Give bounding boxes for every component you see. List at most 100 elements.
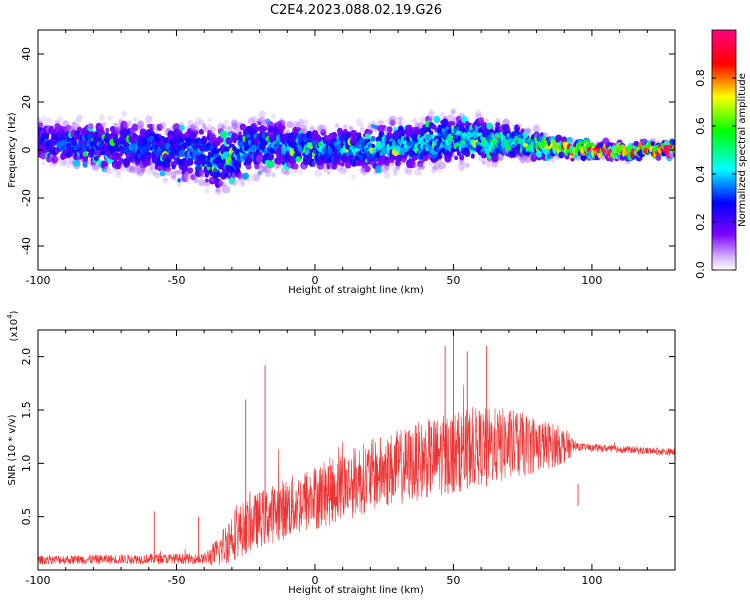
spectrogram-cell bbox=[38, 115, 41, 122]
spectrogram-x-tick-label: -50 bbox=[167, 274, 185, 287]
spectrogram-cell bbox=[359, 127, 365, 133]
spectrogram-cell bbox=[570, 157, 575, 162]
spectrogram-cell bbox=[221, 124, 226, 130]
snr-y-exponent: (x104) bbox=[6, 310, 20, 341]
spectrogram-cell bbox=[542, 131, 547, 136]
spectrogram-cell bbox=[159, 121, 167, 130]
spectrogram-cell bbox=[414, 168, 421, 176]
snr-axes: -100 -50 0 50 100 0.5 1.0 1.5 2.0 bbox=[20, 330, 676, 587]
spectrogram-y-tick-label: 20 bbox=[20, 95, 33, 109]
spectrogram-cell bbox=[495, 121, 501, 128]
snr-line bbox=[38, 384, 675, 566]
spectrogram-cell bbox=[370, 135, 376, 142]
spectrogram-cells bbox=[38, 108, 675, 196]
spectrogram-cell bbox=[157, 165, 163, 172]
spectrogram-cell bbox=[422, 154, 429, 162]
spectrogram-cell bbox=[459, 154, 465, 161]
spectrogram-cell bbox=[327, 165, 331, 170]
spectrogram-cell bbox=[46, 117, 53, 125]
spectrogram-cell bbox=[193, 121, 199, 127]
spectrogram-cell bbox=[171, 174, 177, 181]
spectrogram-panel: -100 -50 0 50 100 -40 -20 0 20 40 Height of strai… bbox=[7, 29, 676, 296]
spectrogram-cell bbox=[281, 120, 288, 127]
spectrogram-cell bbox=[394, 116, 402, 125]
spectrogram-cell bbox=[154, 173, 160, 179]
spectrogram-cell bbox=[123, 122, 130, 129]
spectrogram-cell bbox=[181, 174, 189, 183]
spectrogram-cell bbox=[255, 154, 264, 163]
spectrogram-cell bbox=[284, 169, 290, 176]
spectrogram-cell bbox=[389, 119, 396, 126]
spectrogram-cell bbox=[176, 180, 182, 187]
spectrogram-cell bbox=[38, 122, 44, 128]
spectrogram-cell bbox=[264, 170, 271, 178]
spectrogram-cell bbox=[196, 121, 201, 126]
spectrogram-cell bbox=[98, 114, 105, 122]
spectrogram-cell bbox=[187, 119, 194, 127]
spectrogram-y-label: Frequency (Hz) bbox=[7, 112, 18, 188]
spectrogram-cell bbox=[549, 155, 557, 163]
colorbar-tick-label: 0.2 bbox=[694, 213, 707, 231]
colorbar-tick-label: 0.8 bbox=[694, 69, 707, 87]
spectrogram-cell bbox=[165, 165, 171, 172]
spectrogram-cell bbox=[474, 109, 483, 118]
spectrogram-cell bbox=[176, 169, 182, 175]
spectrogram-cell bbox=[57, 116, 63, 123]
spectrogram-cell bbox=[76, 114, 83, 122]
spectrogram-cell bbox=[390, 161, 395, 167]
spectrogram-cell bbox=[162, 178, 168, 184]
spectrogram-cell bbox=[93, 164, 99, 171]
spectrogram-cell bbox=[47, 153, 52, 158]
spectrogram-cell bbox=[65, 124, 72, 131]
spectrogram-cell bbox=[389, 115, 396, 124]
spectrogram-cell bbox=[331, 131, 337, 138]
snr-x-label: Height of straight line (km) bbox=[288, 585, 424, 596]
spectrogram-cell bbox=[390, 158, 395, 164]
spectrogram-cell bbox=[359, 167, 365, 174]
spectrogram-cell bbox=[374, 165, 383, 174]
spectrogram-cell bbox=[254, 163, 260, 170]
spectrogram-cell bbox=[440, 112, 445, 117]
spectrogram-cell bbox=[481, 160, 486, 165]
spectrogram-cell bbox=[377, 158, 385, 167]
spectrogram-cell bbox=[310, 160, 315, 166]
spectrogram-cell bbox=[149, 166, 154, 171]
spectrogram-cell bbox=[207, 117, 212, 123]
spectrogram-x-tick-label: 50 bbox=[446, 274, 460, 287]
spectrogram-cell bbox=[431, 167, 437, 174]
snr-y-label: SNR (10 * v/v) bbox=[7, 414, 18, 485]
spectrogram-cell bbox=[486, 122, 493, 130]
spectrogram-cell bbox=[82, 162, 88, 168]
spectrogram-cell bbox=[198, 169, 204, 176]
spectrogram-cell bbox=[48, 126, 56, 135]
spectrogram-cell bbox=[215, 187, 221, 193]
spectrogram-cell bbox=[485, 159, 494, 168]
spectrogram-cell bbox=[412, 162, 418, 169]
spectrogram-cell bbox=[71, 121, 77, 127]
spectrogram-cell bbox=[237, 177, 243, 184]
spectrogram-cell bbox=[456, 151, 462, 157]
spectrogram-cell bbox=[403, 166, 410, 174]
spectrogram-cell bbox=[378, 119, 385, 126]
spectrogram-cell bbox=[134, 167, 141, 174]
spectrogram-cell bbox=[198, 128, 204, 135]
spectrogram-cell bbox=[301, 127, 307, 134]
spectrogram-cell bbox=[495, 118, 501, 124]
snr-y-tick-label: 1.5 bbox=[20, 401, 33, 419]
spectrogram-cell bbox=[113, 122, 118, 128]
spectrogram-cell bbox=[279, 117, 284, 122]
spectrogram-cell bbox=[429, 130, 434, 135]
spectrogram-cell bbox=[382, 125, 387, 130]
spectrogram-cell bbox=[300, 120, 308, 128]
spectrogram-cell bbox=[540, 132, 544, 137]
spectrogram-cell bbox=[87, 122, 94, 130]
spectrogram-cell bbox=[40, 115, 47, 123]
figure-title: C2E4.2023.088.02.19.G26 bbox=[270, 3, 442, 18]
spectrogram-cell bbox=[106, 168, 114, 175]
spectrogram-cell bbox=[91, 165, 96, 170]
spectrogram-cell bbox=[214, 187, 222, 196]
spectrogram-cell bbox=[464, 150, 471, 158]
spectrogram-cell bbox=[77, 126, 82, 132]
spectrogram-cell bbox=[152, 171, 157, 177]
spectrogram-cell bbox=[433, 162, 441, 170]
